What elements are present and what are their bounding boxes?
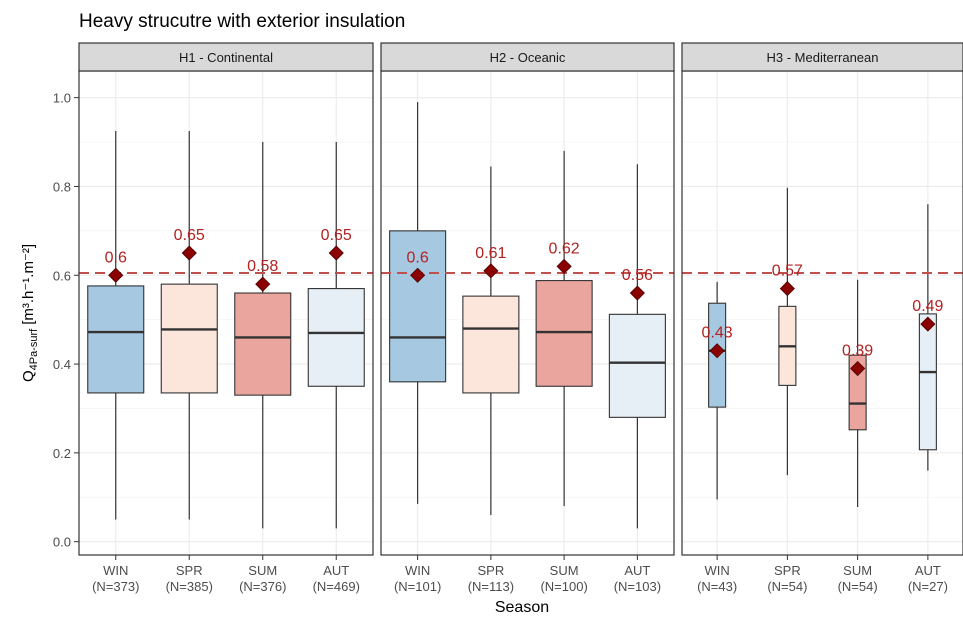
- y-tick-label: 0.2: [53, 446, 71, 461]
- box-body: [87, 285, 145, 394]
- box-body: [234, 292, 292, 396]
- panel-background: [682, 71, 963, 555]
- box-aut: [608, 164, 666, 529]
- box-body: [918, 313, 937, 451]
- box-body: [608, 313, 666, 418]
- facet-strip: [78, 42, 374, 72]
- mean-marker: [850, 360, 866, 377]
- x-tick-label: WIN: [704, 563, 729, 578]
- box-sum: [535, 150, 593, 507]
- box-body: [848, 354, 867, 431]
- plot-area: 0.0 0.2 0.4 0.6 0.8 1.0 0.6 0.65 0.58 0.65 H1 - Co…: [53, 42, 963, 594]
- mean-label: 0.56: [622, 267, 653, 284]
- mean-marker: [255, 276, 271, 292]
- mean-marker: [108, 267, 124, 283]
- chart-title: Heavy strucutre with exterior insulation: [79, 11, 405, 32]
- mean-label: 0.43: [702, 325, 733, 342]
- mean-marker: [556, 258, 572, 274]
- mean-marker: [410, 267, 426, 283]
- x-tick-count: (N=376): [239, 579, 286, 594]
- y-axis-title-units: [m³.h⁻¹.m⁻²]: [20, 244, 37, 325]
- mean-label: 0.58: [247, 258, 278, 275]
- mean-label: 0.49: [912, 298, 943, 315]
- mean-marker: [779, 281, 795, 297]
- mean-label: 0.61: [475, 245, 506, 262]
- x-tick-label: SPR: [774, 563, 801, 578]
- x-tick-label: SUM: [843, 563, 872, 578]
- facet-strip: [681, 42, 963, 72]
- y-axis-title: Q4Pa-surf [m³.h⁻¹.m⁻²]: [20, 244, 40, 382]
- x-tick-count: (N=373): [92, 579, 139, 594]
- x-tick-label: SUM: [550, 563, 579, 578]
- mean-marker: [328, 245, 344, 261]
- y-tick-label: 1.0: [53, 91, 71, 106]
- box-spr: [160, 130, 218, 520]
- facet-strip-label: H2 - Oceanic: [490, 50, 566, 65]
- x-tick-count: (N=27): [908, 579, 948, 594]
- box-aut: [307, 142, 365, 529]
- x-tick-label: AUT: [624, 563, 650, 578]
- x-tick-count: (N=43): [697, 579, 737, 594]
- mean-label: 0.57: [772, 263, 803, 280]
- box-spr: [778, 187, 797, 476]
- x-tick-count: (N=54): [767, 579, 807, 594]
- x-tick-count: (N=113): [468, 579, 514, 594]
- x-axis-title: Season: [495, 599, 549, 616]
- x-tick-label: WIN: [103, 563, 128, 578]
- x-tick-count: (N=54): [838, 579, 878, 594]
- y-tick-label: 0.6: [53, 268, 71, 283]
- x-tick-label: SPR: [478, 563, 505, 578]
- mean-marker: [181, 245, 197, 261]
- box-body: [307, 288, 365, 387]
- mean-label: 0.62: [549, 240, 580, 257]
- mean-label: 0.6: [407, 249, 429, 266]
- y-axis-title-subscript: 4Pa-surf: [28, 328, 40, 371]
- mean-label: 0.6: [105, 249, 127, 266]
- y-tick-label: 0.0: [53, 535, 71, 550]
- panel-1: 0.6 0.65 0.58 0.65 H1 - Continental WIN(N=373…: [78, 42, 374, 594]
- box-spr: [462, 166, 520, 516]
- mean-label: 0.65: [174, 227, 205, 244]
- facet-strip-label: H1 - Continental: [179, 50, 273, 65]
- mean-marker: [483, 263, 499, 279]
- y-tick-label: 0.4: [53, 357, 71, 372]
- box-body: [535, 280, 593, 387]
- mean-marker: [629, 285, 645, 301]
- box-sum: [848, 279, 867, 508]
- box-win: [87, 130, 145, 520]
- box-aut: [918, 204, 937, 471]
- facet-strip-label: H3 - Mediterranean: [767, 50, 879, 65]
- x-tick-count: (N=101): [394, 579, 441, 594]
- x-tick-count: (N=100): [540, 579, 587, 594]
- panel-2: 0.6 0.61 0.62 0.56 H2 - Oceanic WIN(N=101) SPR…: [380, 42, 675, 594]
- x-tick-label: WIN: [405, 563, 430, 578]
- mean-marker: [920, 316, 936, 332]
- box-body: [462, 295, 520, 394]
- mean-marker: [709, 343, 725, 359]
- x-tick-label: AUT: [915, 563, 941, 578]
- x-tick-count: (N=469): [313, 579, 360, 594]
- x-tick-label: SUM: [248, 563, 277, 578]
- box-sum: [234, 142, 292, 529]
- box-body: [389, 230, 447, 383]
- mean-label: 0.65: [321, 227, 352, 244]
- x-tick-count: (N=385): [166, 579, 213, 594]
- x-tick-label: AUT: [323, 563, 349, 578]
- box-body: [160, 283, 218, 394]
- y-axis-title-main: Q: [20, 370, 37, 382]
- facet-strip: [380, 42, 675, 72]
- y-tick-label: 0.8: [53, 179, 71, 194]
- x-tick-label: SPR: [176, 563, 203, 578]
- box-win: [389, 102, 447, 504]
- x-tick-count: (N=103): [614, 579, 661, 594]
- mean-label: 0.39: [842, 343, 873, 360]
